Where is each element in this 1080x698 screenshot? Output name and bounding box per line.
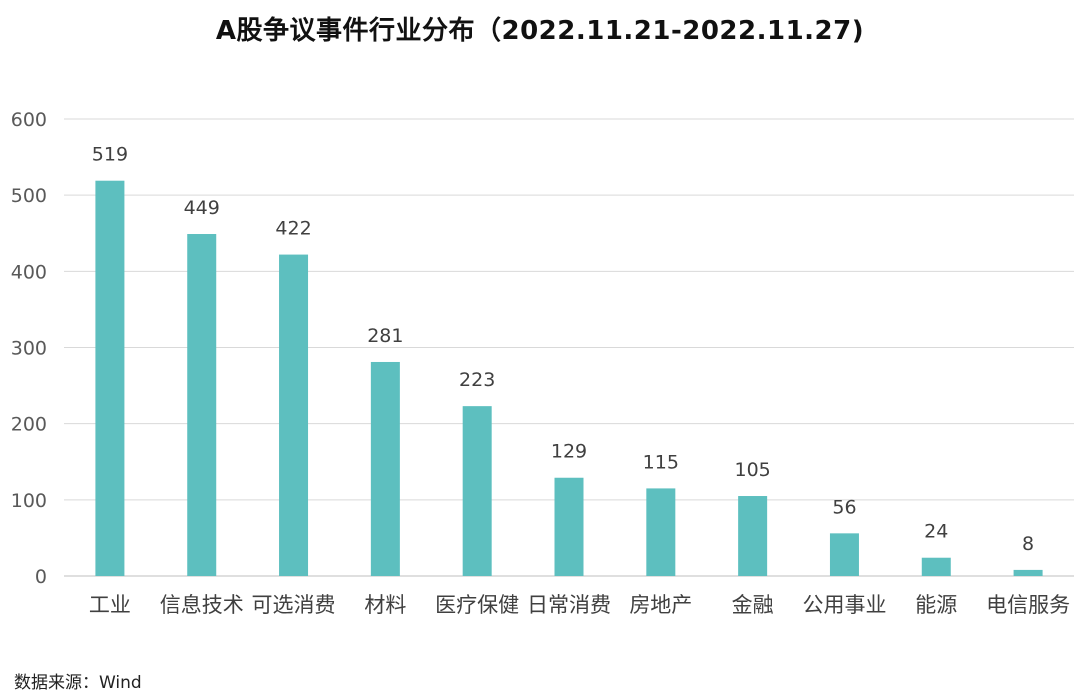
y-tick-label: 600 <box>11 109 47 131</box>
data-label: 449 <box>184 197 220 219</box>
bar <box>279 254 309 576</box>
category-label: 电信服务 <box>986 593 1070 617</box>
data-label: 24 <box>924 521 948 543</box>
category-label: 房地产 <box>629 593 692 617</box>
data-label: 422 <box>275 218 311 240</box>
chart-title: A股争议事件行业分布（2022.11.21-2022.11.27) <box>215 16 865 46</box>
bar <box>1013 569 1043 576</box>
bars <box>95 180 1043 577</box>
category-label: 能源 <box>915 593 957 617</box>
category-label: 金融 <box>732 593 774 617</box>
category-label: 信息技术 <box>160 593 244 617</box>
data-label: 129 <box>551 441 587 463</box>
bar <box>554 477 584 576</box>
data-label: 8 <box>1022 533 1034 555</box>
category-label: 公用事业 <box>802 593 886 617</box>
x-axis-labels: 工业 信息技术 可选消费 材料 医疗保健 日常消费 房地产 金融 公用事业 能源 电信服务 <box>89 593 1070 617</box>
category-label: 日常消费 <box>527 593 611 617</box>
bar <box>646 488 676 576</box>
data-label: 115 <box>643 451 679 473</box>
source-note: 数据来源：Wind <box>14 673 142 693</box>
category-label: 工业 <box>89 593 131 617</box>
y-tick-label: 500 <box>11 185 47 207</box>
bar <box>738 496 768 576</box>
y-tick-label: 400 <box>11 261 47 283</box>
category-label: 可选消费 <box>252 593 336 617</box>
bar <box>462 406 492 576</box>
bar <box>370 361 400 576</box>
y-tick-label: 200 <box>11 414 47 436</box>
category-label: 医疗保健 <box>435 593 519 617</box>
bar <box>829 533 859 576</box>
data-label: 56 <box>832 496 856 518</box>
y-tick-label: 300 <box>11 338 47 360</box>
bar <box>95 180 125 576</box>
y-tick-label: 100 <box>11 490 47 512</box>
data-label: 105 <box>735 459 771 481</box>
data-label: 223 <box>459 369 495 391</box>
bar <box>187 234 217 577</box>
data-labels: 519 449 422 281 223 129 115 105 56 24 8 <box>92 144 1034 555</box>
y-tick-label: 0 <box>35 566 47 588</box>
data-label: 281 <box>367 325 403 347</box>
category-label: 材料 <box>364 593 406 617</box>
y-axis-ticks: 0 100 200 300 400 500 600 <box>11 109 47 588</box>
bar <box>921 557 951 576</box>
data-label: 519 <box>92 144 128 166</box>
